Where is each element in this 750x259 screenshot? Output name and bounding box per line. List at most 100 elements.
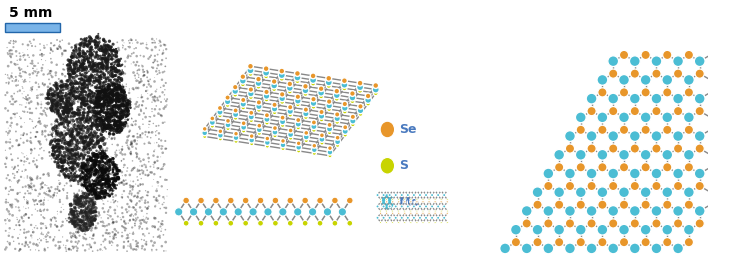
Point [94, 113, 106, 118]
Point [72, 67, 84, 71]
Point [85, 89, 97, 93]
Point [95, 91, 107, 96]
Point [130, 203, 142, 207]
Point [82, 218, 94, 222]
Point [119, 104, 131, 108]
Point [0, 106, 11, 110]
Point [98, 168, 109, 172]
Point [104, 158, 116, 162]
Point [104, 179, 116, 183]
Point [32, 139, 44, 143]
Point [87, 161, 99, 165]
Point [94, 195, 106, 199]
Point [70, 215, 82, 219]
Point [84, 189, 96, 193]
Point [158, 97, 170, 101]
Point [100, 115, 112, 119]
Point [57, 220, 69, 224]
Point [117, 113, 129, 117]
Point [93, 47, 105, 51]
Point [76, 131, 88, 135]
Point [58, 138, 70, 142]
Point [152, 227, 164, 232]
Point [103, 53, 115, 57]
Point [146, 92, 158, 96]
Point [96, 62, 108, 67]
Point [58, 84, 70, 88]
Circle shape [255, 80, 262, 87]
Point [82, 116, 94, 120]
Point [3, 81, 15, 85]
Point [100, 149, 112, 153]
Point [92, 155, 104, 159]
Point [69, 122, 81, 126]
Point [104, 48, 116, 52]
Point [70, 219, 82, 223]
Point [131, 201, 143, 205]
Point [100, 161, 112, 166]
Point [78, 225, 90, 229]
Point [83, 65, 95, 69]
Point [85, 205, 97, 209]
Point [45, 69, 57, 73]
Point [26, 88, 38, 92]
Point [108, 165, 120, 169]
Point [142, 79, 154, 83]
Point [30, 135, 42, 139]
Circle shape [640, 187, 651, 198]
Circle shape [695, 106, 704, 116]
Point [101, 67, 113, 71]
Circle shape [674, 181, 682, 191]
Point [151, 129, 163, 133]
Point [85, 196, 97, 200]
Point [107, 98, 119, 102]
Point [20, 197, 32, 202]
Point [55, 225, 67, 229]
Point [84, 159, 96, 163]
Point [94, 46, 106, 50]
Point [74, 174, 86, 178]
Point [76, 223, 88, 227]
Point [62, 239, 74, 243]
Point [36, 54, 48, 58]
Point [81, 150, 93, 154]
Point [71, 192, 83, 196]
Point [107, 220, 119, 224]
Point [4, 226, 16, 230]
Circle shape [630, 106, 640, 116]
Point [56, 85, 68, 89]
Point [80, 85, 92, 89]
Point [92, 110, 104, 114]
Point [109, 84, 121, 88]
Point [72, 201, 84, 205]
Point [160, 249, 172, 253]
Point [92, 134, 104, 139]
Point [94, 196, 106, 200]
Point [121, 110, 133, 114]
Point [87, 214, 99, 218]
Point [79, 184, 91, 188]
Point [75, 220, 87, 224]
Point [86, 130, 98, 134]
Point [84, 99, 96, 104]
Point [55, 85, 67, 90]
Point [63, 99, 75, 103]
Point [73, 94, 85, 98]
Point [107, 111, 119, 115]
Point [87, 139, 99, 143]
Point [154, 85, 166, 89]
Point [89, 188, 101, 192]
Point [88, 105, 101, 109]
Circle shape [256, 127, 262, 133]
Point [117, 103, 129, 107]
Point [66, 122, 78, 126]
Point [89, 43, 101, 47]
Point [134, 53, 146, 57]
Circle shape [587, 219, 596, 228]
Point [76, 77, 88, 81]
Point [38, 172, 50, 176]
Point [53, 171, 65, 175]
Point [62, 140, 74, 145]
Point [61, 196, 73, 200]
Point [70, 133, 82, 137]
